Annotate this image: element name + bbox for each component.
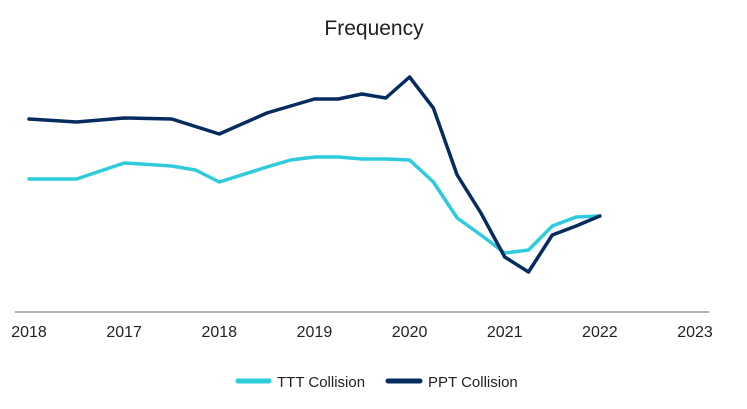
- x-tick-label: 2020: [392, 324, 428, 341]
- x-tick-label: 2019: [297, 324, 333, 341]
- series-line-ttt-collision: [27, 155, 602, 255]
- x-tick-label: 2022: [582, 324, 618, 341]
- x-tick-label: 2021: [487, 324, 523, 341]
- legend: TTT Collision PPT Collision: [235, 374, 518, 391]
- x-tick-label: 2017: [106, 324, 142, 341]
- x-tick-label: 2018: [201, 324, 237, 341]
- series-line-ppt-collision: [27, 75, 602, 274]
- legend-label-ppt: PPT Collision: [428, 374, 518, 391]
- x-tick-label: 2023: [677, 324, 713, 341]
- chart-title: Frequency: [324, 17, 424, 40]
- x-tick-label: 2018: [11, 324, 47, 341]
- legend-label-ttt: TTT Collision: [277, 374, 365, 391]
